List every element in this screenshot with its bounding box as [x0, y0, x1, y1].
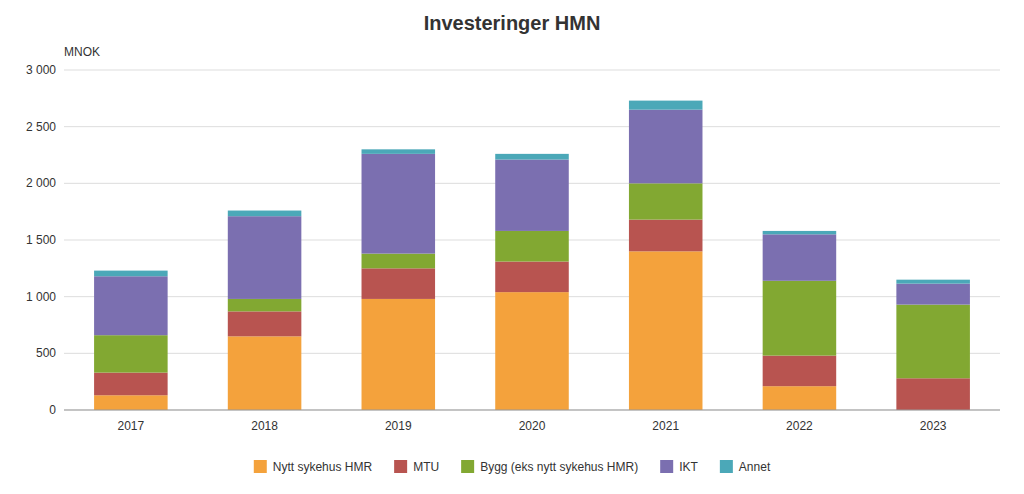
- legend-label: IKT: [679, 460, 698, 474]
- bar-segment: [896, 280, 970, 284]
- bar-segment: [495, 154, 569, 160]
- legend-swatch: [254, 460, 267, 473]
- x-tick-label: 2021: [652, 419, 679, 433]
- bar-segment: [362, 299, 436, 410]
- bar-segment: [94, 335, 168, 372]
- chart-container: Investeringer HMN MNOK 0 500 1 000 1 500 2 000…: [0, 0, 1024, 494]
- y-tick-label: 0: [49, 403, 56, 417]
- legend-item: Annet: [720, 460, 771, 474]
- legend-swatch: [720, 460, 733, 473]
- x-tick-label: 2018: [251, 419, 278, 433]
- bar-segment: [362, 154, 436, 254]
- y-tick-label: 1 000: [26, 290, 56, 304]
- bar-segment: [896, 284, 970, 305]
- legend-label: Nytt sykehus HMR: [273, 460, 373, 474]
- grid-line: [64, 126, 1000, 127]
- bar-segment: [629, 183, 703, 219]
- bar-segment: [763, 356, 837, 387]
- bars: [94, 101, 970, 410]
- legend-label: Annet: [739, 460, 771, 474]
- bar-segment: [228, 311, 302, 336]
- grid-line: [64, 410, 1000, 411]
- legend-label: Bygg (eks nytt sykehus HMR): [480, 460, 638, 474]
- legend-item: Nytt sykehus HMR: [254, 460, 373, 474]
- bar-segment: [495, 160, 569, 231]
- bar-segment: [94, 271, 168, 277]
- x-tick-label: 2017: [118, 419, 145, 433]
- bar-segment: [94, 276, 168, 335]
- bar-segment: [228, 211, 302, 217]
- legend-item: Bygg (eks nytt sykehus HMR): [461, 460, 638, 474]
- bar-segment: [896, 305, 970, 379]
- legend-swatch: [394, 460, 407, 473]
- y-tick-label: 3 000: [26, 63, 56, 77]
- legend-swatch: [660, 460, 673, 473]
- grid-line: [64, 70, 1000, 71]
- bar-segment: [228, 216, 302, 299]
- legend-swatch: [461, 460, 474, 473]
- bar-segment: [362, 149, 436, 154]
- series: [94, 110, 970, 336]
- bar-segment: [629, 251, 703, 410]
- series: [94, 101, 970, 284]
- bar-segment: [94, 373, 168, 396]
- bar-segment: [495, 292, 569, 410]
- x-tick-label: 2022: [786, 419, 813, 433]
- bar-segment: [896, 378, 970, 410]
- x-tick-label: 2023: [920, 419, 947, 433]
- bar-segment: [228, 299, 302, 311]
- bar-segment: [763, 234, 837, 280]
- bar-segment: [228, 336, 302, 410]
- bar-segment: [629, 110, 703, 184]
- chart-svg: Investeringer HMN MNOK 0 500 1 000 1 500 2 000…: [0, 0, 1024, 494]
- x-axis-line: [64, 410, 1000, 411]
- y-tick-label: 500: [36, 346, 56, 360]
- y-axis-label: MNOK: [64, 45, 100, 59]
- series: [94, 251, 836, 410]
- legend-item: MTU: [394, 460, 439, 474]
- bar-segment: [763, 386, 837, 410]
- grid: [64, 70, 1000, 410]
- bar-segment: [362, 268, 436, 299]
- legend-label: MTU: [413, 460, 439, 474]
- bar-segment: [629, 220, 703, 252]
- legend: Nytt sykehus HMR MTU Bygg (eks nytt sykehu…: [254, 460, 771, 474]
- bar-segment: [629, 101, 703, 110]
- y-tick-label: 2 000: [26, 176, 56, 190]
- bar-segment: [763, 231, 837, 234]
- x-tick-label: 2019: [385, 419, 412, 433]
- chart-title: Investeringer HMN: [424, 12, 601, 34]
- bar-segment: [495, 231, 569, 262]
- bar-segment: [763, 281, 837, 356]
- series: [94, 220, 970, 410]
- legend-item: IKT: [660, 460, 698, 474]
- y-tick-label: 2 500: [26, 120, 56, 134]
- bar-segment: [495, 262, 569, 293]
- y-tick-label: 1 500: [26, 233, 56, 247]
- bar-segment: [362, 254, 436, 269]
- bar-segment: [94, 395, 168, 410]
- x-tick-label: 2020: [519, 419, 546, 433]
